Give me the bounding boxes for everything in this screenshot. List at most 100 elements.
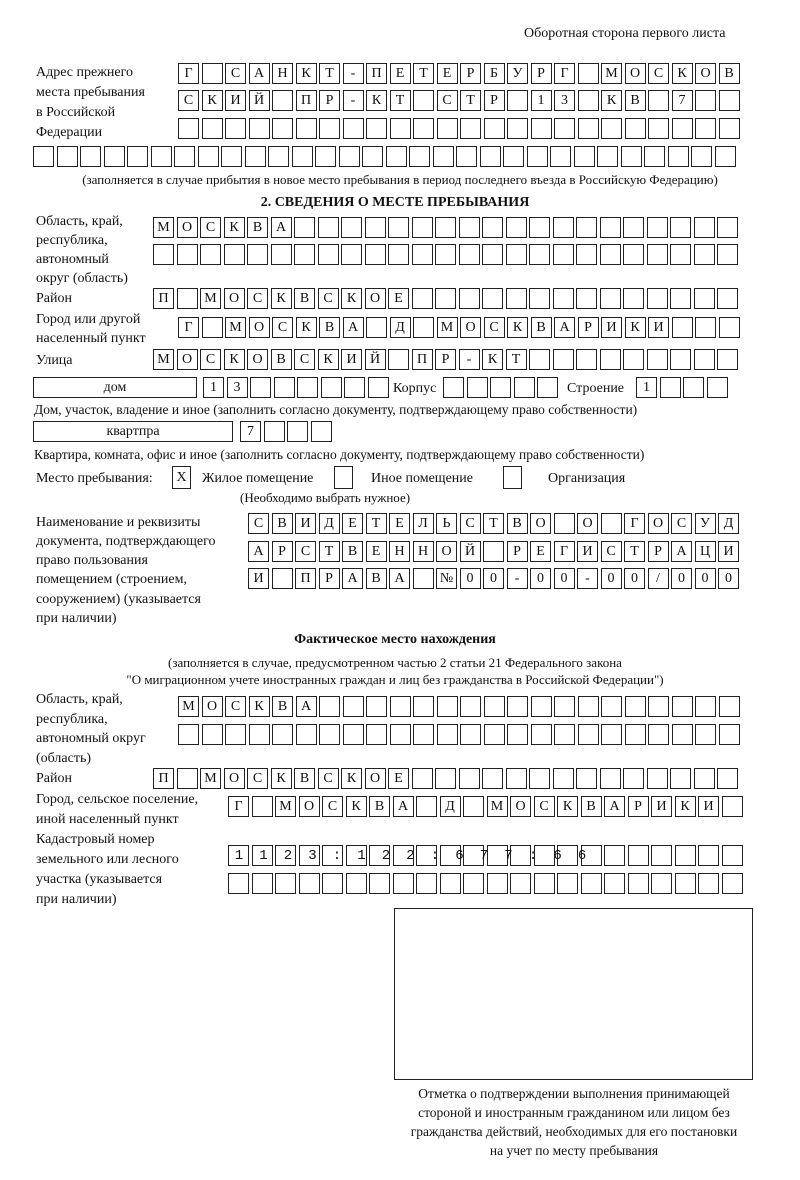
char-cell[interactable]: У [507,63,528,84]
char-cell[interactable] [482,244,503,265]
char-cell[interactable]: В [342,541,363,562]
char-cell[interactable] [248,118,270,139]
char-cell[interactable] [503,146,524,167]
char-cell[interactable]: Е [388,768,409,789]
char-cell[interactable]: О [223,768,245,789]
char-cell[interactable] [412,568,434,589]
char-cell[interactable]: Н [272,63,293,84]
char-cell[interactable]: С [225,63,246,84]
char-cell[interactable]: В [294,768,315,789]
char-cell[interactable] [599,217,621,238]
char-cell[interactable] [507,118,528,139]
char-cell[interactable]: К [507,317,528,338]
char-cell[interactable] [294,244,315,265]
char-cell[interactable] [345,845,367,866]
region-row-2[interactable] [153,244,741,265]
char-cell[interactable] [646,217,668,238]
char-cell[interactable] [225,724,246,745]
char-cell[interactable]: И [341,349,362,370]
char-cell[interactable] [505,217,527,238]
char-cell[interactable]: Т [505,349,527,370]
char-cell[interactable] [718,317,740,338]
char-cell[interactable] [580,845,602,866]
char-cell[interactable] [150,146,172,167]
char-cell[interactable] [486,873,508,894]
char-cell[interactable] [554,118,575,139]
char-cell[interactable]: Т [389,90,411,111]
char-cell[interactable]: 7 [671,90,693,111]
char-cell[interactable] [463,845,484,866]
char-cell[interactable]: А [392,796,414,817]
char-cell[interactable] [576,217,597,238]
char-cell[interactable] [228,845,249,866]
char-cell[interactable] [389,724,411,745]
doc-row-3[interactable]: И П Р А В А № 0 0-0 0-0 0/0 0 0 [248,568,742,589]
char-cell[interactable]: 0 [553,568,575,589]
char-cell[interactable] [623,244,644,265]
char-cell[interactable]: О [460,317,481,338]
char-cell[interactable]: Г [178,317,199,338]
char-cell[interactable]: Р [506,541,528,562]
char-cell[interactable]: О [201,696,223,717]
char-cell[interactable] [367,377,389,398]
char-cell[interactable] [385,146,407,167]
char-cell[interactable] [486,845,508,866]
char-cell[interactable] [341,244,362,265]
char-cell[interactable] [599,244,621,265]
char-cell[interactable]: - [342,63,364,84]
char-cell[interactable]: А [671,541,692,562]
char-cell[interactable] [178,724,199,745]
char-cell[interactable] [483,541,504,562]
char-cell[interactable]: А [389,568,410,589]
char-cell[interactable]: С [295,541,316,562]
char-cell[interactable] [225,118,246,139]
char-cell[interactable] [436,696,458,717]
char-cell[interactable]: Т [318,541,340,562]
char-cell[interactable]: С [200,349,221,370]
char-cell[interactable] [648,118,669,139]
char-cell[interactable]: И [225,90,246,111]
char-cell[interactable]: С [247,768,268,789]
char-cell[interactable] [651,873,672,894]
char-cell[interactable] [554,724,575,745]
char-cell[interactable]: В [530,317,552,338]
char-cell[interactable] [718,90,740,111]
char-cell[interactable] [463,873,484,894]
char-cell[interactable] [623,288,644,309]
char-cell[interactable] [460,118,481,139]
char-cell[interactable]: К [341,288,362,309]
char-cell[interactable]: С [225,696,246,717]
char-cell[interactable]: О [364,768,386,789]
char-cell[interactable] [435,217,456,238]
char-cell[interactable] [530,724,552,745]
char-cell[interactable] [698,873,719,894]
char-cell[interactable] [322,845,343,866]
char-cell[interactable] [557,873,578,894]
char-cell[interactable] [624,696,646,717]
char-cell[interactable] [623,768,644,789]
char-cell[interactable] [388,244,409,265]
char-cell[interactable] [693,768,715,789]
char-cell[interactable] [389,696,411,717]
char-cell[interactable]: К [317,349,339,370]
char-cell[interactable] [436,724,458,745]
char-cell[interactable]: Е [388,288,409,309]
char-cell[interactable] [275,873,296,894]
char-cell[interactable]: Р [319,90,340,111]
char-cell[interactable]: Г [624,513,645,534]
char-cell[interactable] [624,724,646,745]
char-cell[interactable]: Й [248,90,270,111]
char-cell[interactable] [411,288,433,309]
char-cell[interactable] [529,217,550,238]
char-cell[interactable] [717,768,738,789]
char-cell[interactable] [717,244,738,265]
char-cell[interactable]: М [275,796,296,817]
char-cell[interactable]: М [486,796,508,817]
char-cell[interactable]: Р [530,63,552,84]
char-cell[interactable] [601,724,622,745]
char-cell[interactable] [178,118,199,139]
